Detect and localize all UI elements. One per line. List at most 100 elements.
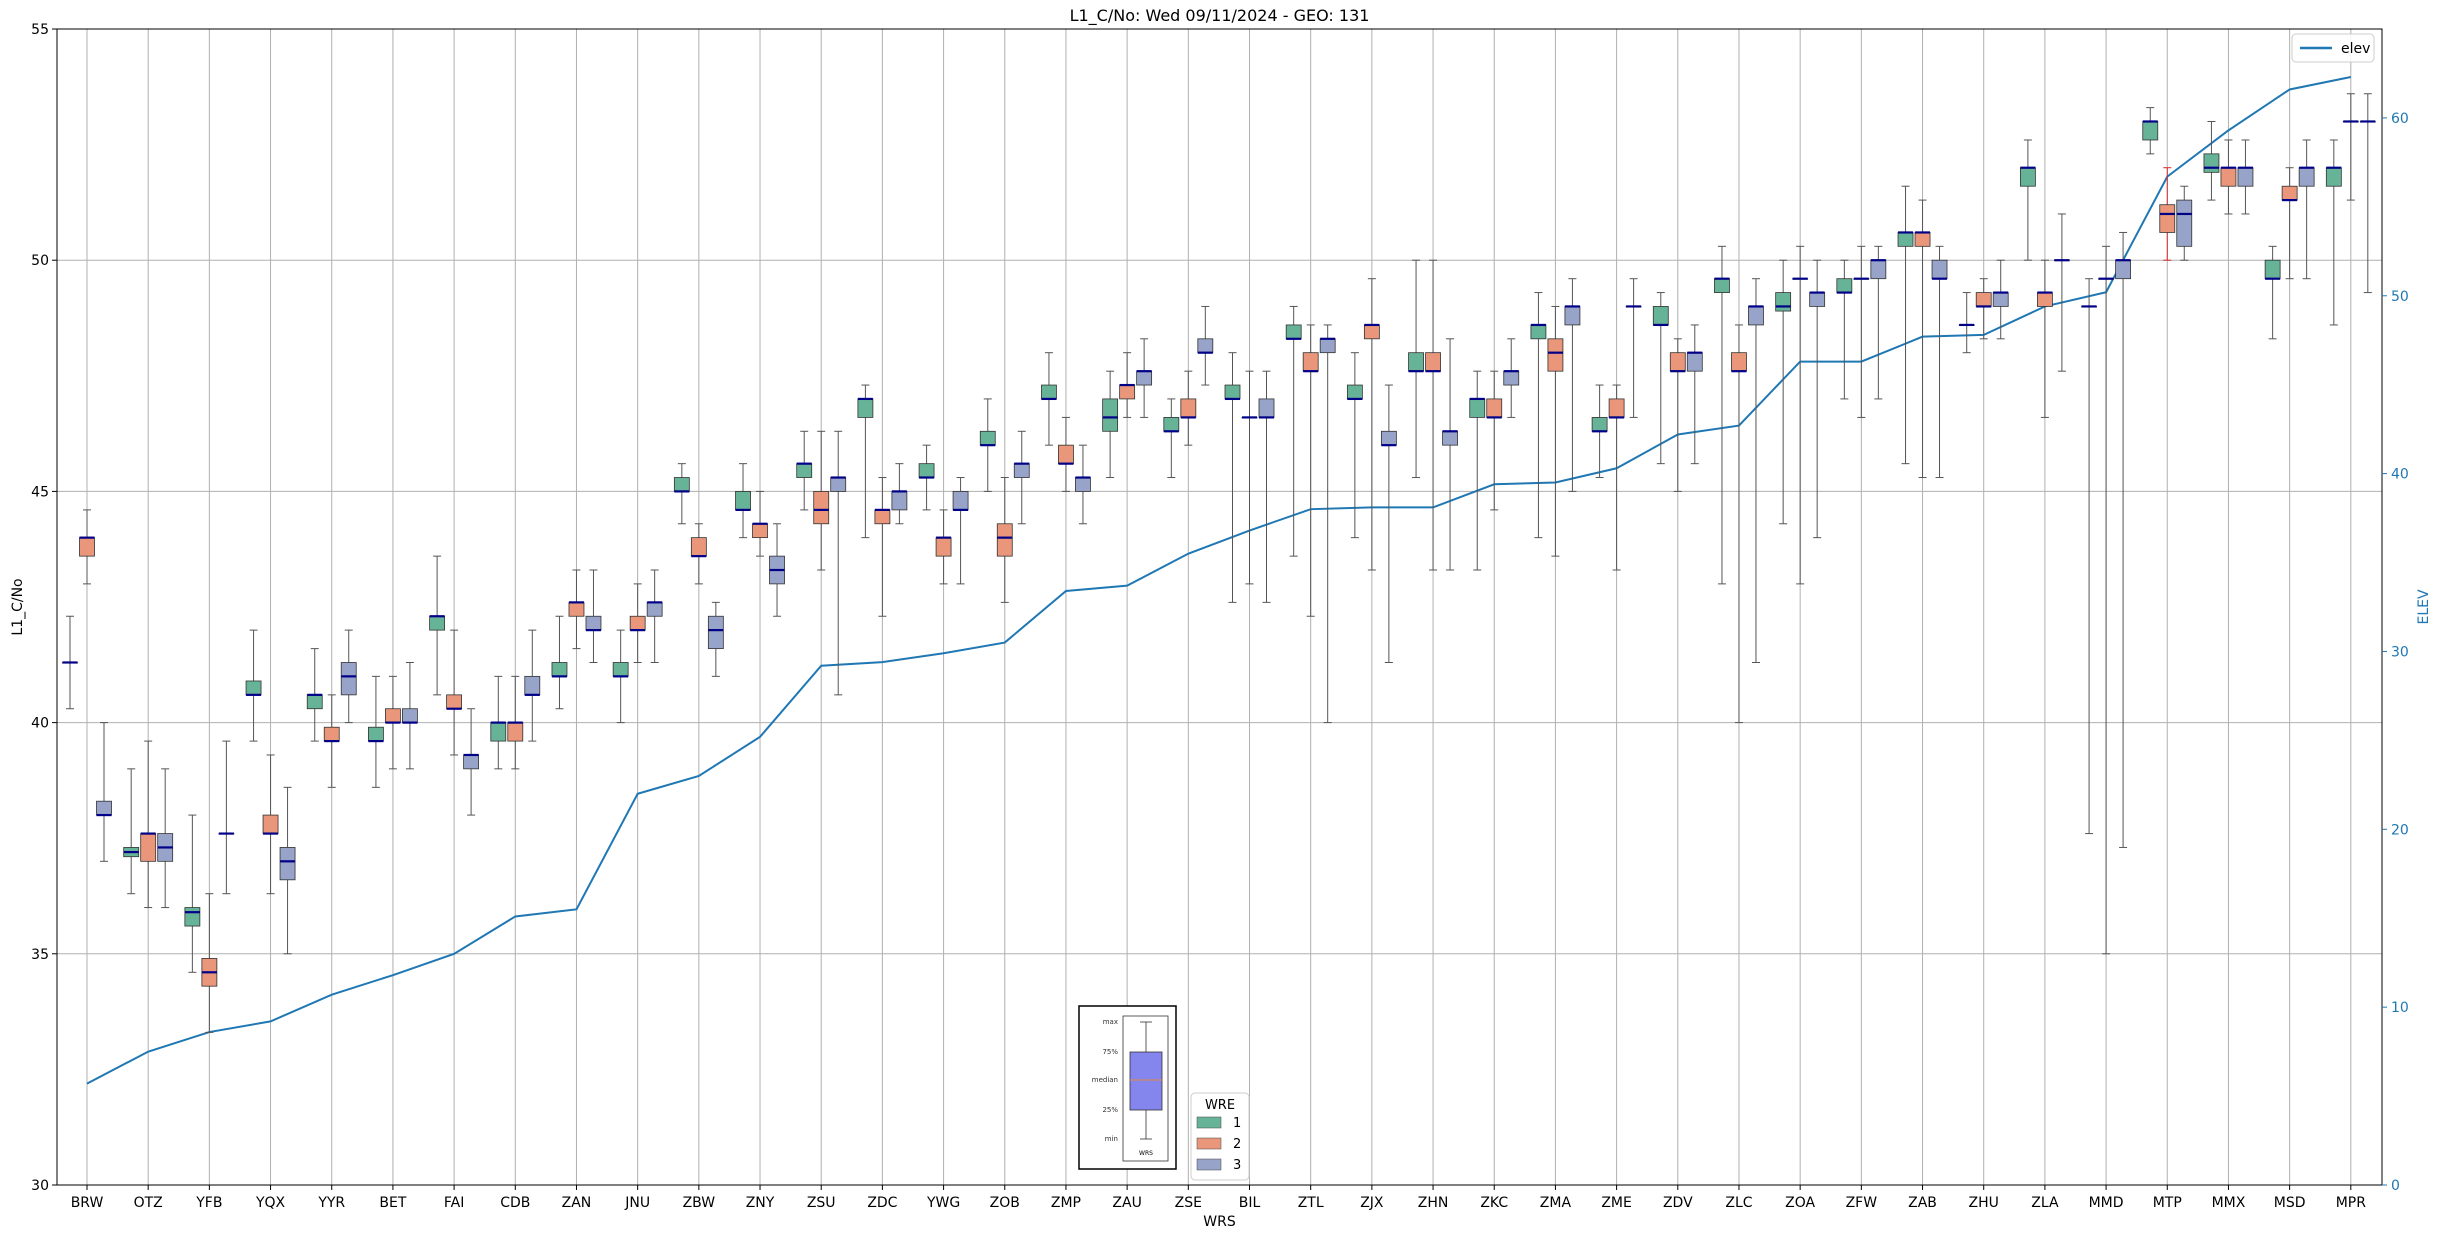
box-key-inset: WRS max 75% median 25% min — [1078, 1005, 1177, 1170]
x-tick-label: FAI — [444, 1195, 464, 1211]
x-tick-label: CDB — [500, 1195, 530, 1211]
box-iqr — [2298, 167, 2315, 187]
box-iqr — [1136, 370, 1153, 386]
box-iqr — [1775, 292, 1792, 312]
box-YQX-wre3 — [279, 786, 296, 955]
box-iqr — [79, 537, 95, 557]
x-tick-label: ZSE — [1175, 1195, 1202, 1211]
box-ZAU-wre1 — [1102, 370, 1119, 479]
box-ZDC-wre2 — [874, 477, 891, 617]
key-label: 75% — [1102, 1048, 1118, 1056]
box-CDB-wre3 — [524, 629, 541, 742]
box-ZMP-wre1 — [1041, 352, 1057, 446]
box-ZLC-wre1 — [1714, 245, 1730, 585]
x-tick-label: ZOA — [1785, 1195, 1815, 1211]
box-MPR-wre1 — [2325, 139, 2342, 326]
box-iqr — [2036, 292, 2053, 307]
box-YFB-wre3 — [218, 740, 235, 895]
x-tick-label: ZAU — [1112, 1195, 1141, 1211]
x-tick-label: ZLA — [2031, 1195, 2059, 1211]
box-MSD-wre1 — [2264, 245, 2281, 340]
box-ZSU-wre2 — [813, 430, 830, 571]
box-iqr — [1380, 430, 1397, 446]
box-ZNY-wre1 — [735, 463, 751, 539]
box-ZHN-wre2 — [1425, 259, 1441, 571]
elev-line — [86, 76, 2352, 1085]
box-ZSE-wre3 — [1197, 305, 1214, 386]
x-tick-label: ZJX — [1360, 1195, 1384, 1211]
plot-frame — [56, 28, 2383, 1186]
box-iqr — [1469, 398, 1486, 418]
x-tick-label: BET — [379, 1195, 406, 1211]
box-iqr — [1075, 477, 1091, 492]
key-iqr-box — [1129, 1051, 1163, 1111]
box-ZNY-wre3 — [769, 523, 785, 617]
box-BIL-wre2 — [1241, 370, 1258, 585]
box-ZAN-wre2 — [568, 569, 585, 650]
box-iqr — [796, 463, 813, 478]
key-label: 25% — [1102, 1106, 1118, 1114]
box-iqr — [707, 615, 724, 650]
box-ZAB-wre1 — [1897, 185, 1914, 465]
box-iqr — [184, 907, 201, 927]
box-iqr — [524, 675, 541, 696]
box-MMX-wre3 — [2237, 139, 2254, 215]
elev-legend-frame — [2291, 33, 2375, 63]
elev-legend-label: elev — [2341, 41, 2370, 57]
box-iqr — [1197, 338, 1214, 354]
box-ZAB-wre2 — [1914, 199, 1931, 479]
box-iqr — [2115, 259, 2131, 280]
box-iqr — [402, 708, 418, 724]
box-YWG-wre1 — [918, 444, 935, 511]
x-tick-label: MTP — [2153, 1195, 2182, 1211]
box-iqr — [1686, 352, 1703, 372]
box-iqr — [1809, 292, 1826, 307]
x-tick-label: ZMA — [1540, 1195, 1572, 1211]
box-iqr — [551, 662, 568, 677]
box-ZJX-wre3 — [1380, 384, 1397, 663]
x-tick-label: ZTL — [1298, 1195, 1324, 1211]
box-JNU-wre2 — [629, 583, 646, 663]
x-tick-label: ZMP — [1051, 1195, 1081, 1211]
box-MTP-wre1 — [2142, 107, 2159, 155]
box-YYR-wre2 — [323, 694, 340, 788]
chart-title: L1_C/No: Wed 09/11/2024 - GEO: 131 — [1070, 6, 1370, 26]
box-ZBW-wre2 — [690, 523, 707, 585]
box-iqr — [1442, 430, 1458, 446]
box-layer — [62, 93, 2376, 1033]
box-ZME-wre3 — [1625, 278, 1642, 418]
legend-swatch-wre-2 — [1196, 1137, 1222, 1150]
x-tick-label: ZHU — [1969, 1195, 1999, 1211]
x-tick-label: MMD — [2089, 1195, 2124, 1211]
y-tick-label: 50 — [31, 253, 49, 269]
box-ZOB-wre1 — [979, 398, 996, 492]
box-iqr — [279, 847, 296, 881]
box-BET-wre1 — [368, 675, 384, 788]
box-YFB-wre1 — [184, 814, 201, 973]
box-ZDV-wre2 — [1669, 338, 1686, 492]
x-axis-title: WRS — [1203, 1214, 1236, 1230]
y-tick-label: 45 — [31, 484, 49, 500]
x-tick-label: ZAN — [562, 1195, 592, 1211]
x-tick-label: ZME — [1601, 1195, 1632, 1211]
box-YQX-wre1 — [245, 629, 262, 742]
box-iqr — [1897, 232, 1914, 247]
box-iqr — [2281, 185, 2298, 201]
legend-swatch-wre-1 — [1196, 1116, 1222, 1129]
x-tick-label: YYR — [317, 1195, 345, 1211]
box-ZHN-wre1 — [1408, 259, 1424, 479]
box-iqr — [1652, 306, 1669, 326]
box-iqr — [490, 722, 507, 742]
key-caption: WRS — [1139, 1150, 1153, 1157]
box-iqr — [918, 463, 935, 478]
box-iqr — [813, 490, 830, 525]
box-BET-wre3 — [402, 661, 418, 770]
box-iqr — [612, 662, 629, 677]
box-iqr — [1870, 259, 1887, 280]
box-MMD-wre3 — [2115, 231, 2131, 848]
box-iqr — [446, 694, 463, 710]
box-BRW-wre2 — [79, 509, 95, 585]
y2-tick-label: 10 — [2391, 1000, 2409, 1016]
box-iqr — [1363, 324, 1380, 340]
